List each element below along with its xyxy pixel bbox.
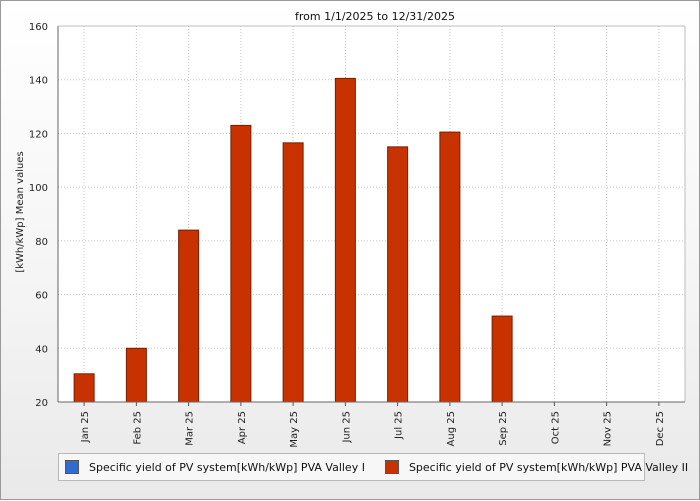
x-tick-label: Feb 25 <box>132 411 143 445</box>
bar-series-2[interactable] <box>230 124 252 403</box>
x-tick-label: Jan 25 <box>80 411 91 443</box>
x-tick-label: Jun 25 <box>341 411 352 444</box>
bar-series-2[interactable] <box>178 229 200 403</box>
x-tick-label: Dec 25 <box>655 411 666 446</box>
x-tick-label: Mar 25 <box>185 411 196 446</box>
legend: Specific yield of PV system[kWh/kWp] PVA… <box>58 453 688 481</box>
x-tick-label: May 25 <box>289 411 300 448</box>
legend-swatch-series-1 <box>65 460 79 474</box>
x-tick-label: Aug 25 <box>446 411 457 446</box>
x-tick-label: Oct 25 <box>550 411 561 444</box>
x-tick-label: Nov 25 <box>603 411 614 446</box>
y-tick-label: 140 <box>29 76 48 87</box>
chart-title: from 1/1/2025 to 12/31/2025 <box>295 10 455 23</box>
y-tick-label: 120 <box>29 129 48 140</box>
y-tick-label: 160 <box>29 22 48 33</box>
y-tick-label: 20 <box>35 398 48 409</box>
legend-swatch-series-2 <box>384 460 399 474</box>
legend-item-series-1[interactable]: Specific yield of PV system[kWh/kWp] PVA… <box>65 460 365 474</box>
y-tick-label: 40 <box>35 344 48 355</box>
legend-item-series-2[interactable]: Specific yield of PV system[kWh/kWp] PVA… <box>384 460 689 474</box>
x-tick-label: Apr 25 <box>237 411 248 444</box>
bar-series-2[interactable] <box>439 131 461 403</box>
y-tick-label: 60 <box>35 291 48 302</box>
bar-series-2[interactable] <box>125 347 147 403</box>
bar-series-2[interactable] <box>491 315 513 403</box>
axes: 20 40 60 80 100 120 140 160 Jan 25 Feb 25 Mar 25 Ap… <box>29 22 686 448</box>
bar-series-2[interactable] <box>387 146 409 403</box>
grid <box>58 25 685 403</box>
bar-series-2[interactable] <box>334 77 356 403</box>
bar-series-2[interactable] <box>282 142 304 403</box>
x-tick-label: Sep 25 <box>498 411 509 446</box>
legend-label-series-2: Specific yield of PV system[kWh/kWp] PVA… <box>408 460 689 474</box>
y-axis-label: [kWh/kWp] Mean values <box>15 151 26 272</box>
x-tick-label: Jul 25 <box>394 411 405 440</box>
legend-label-series-1: Specific yield of PV system[kWh/kWp] PVA… <box>89 460 365 474</box>
y-tick-label: 100 <box>29 183 48 194</box>
plot-area <box>58 26 685 402</box>
bar-series-2[interactable] <box>73 373 95 403</box>
y-tick-label: 80 <box>35 237 48 248</box>
bars <box>73 77 513 403</box>
